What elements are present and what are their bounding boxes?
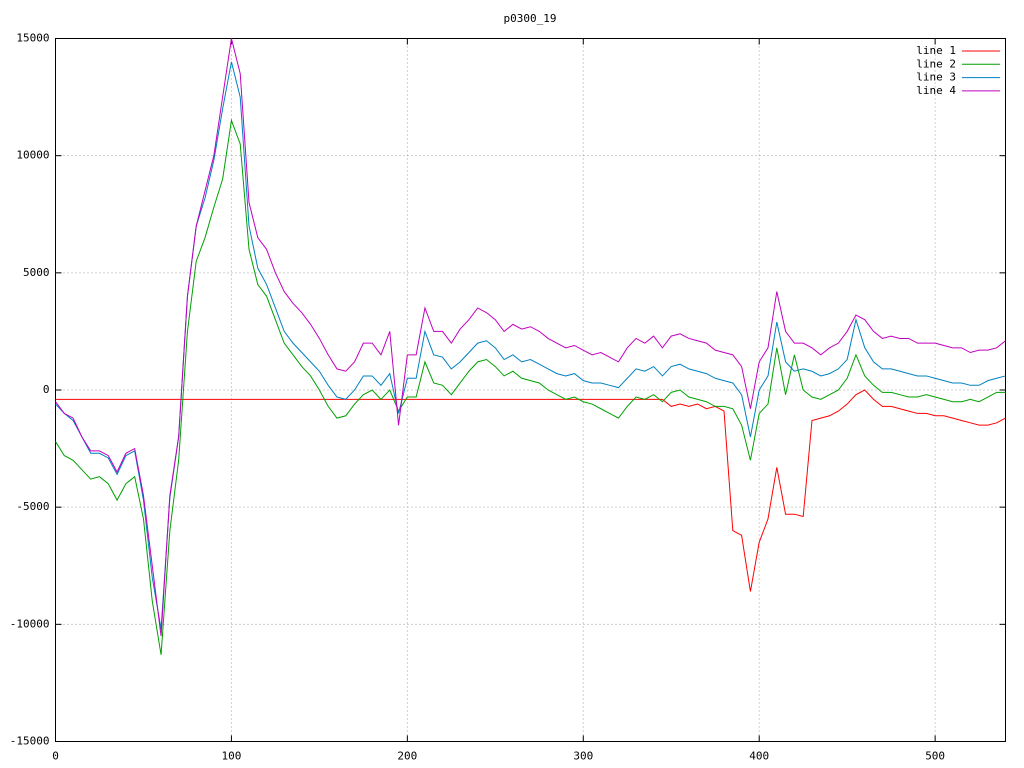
x-tick-label: 300 bbox=[573, 750, 593, 763]
plot-frame bbox=[55, 38, 1006, 742]
data-line bbox=[55, 38, 1006, 637]
data-line bbox=[55, 389, 1006, 592]
data-line bbox=[55, 118, 1006, 655]
x-tick-label: 400 bbox=[749, 750, 769, 763]
legend-label: line 4 bbox=[916, 84, 956, 97]
y-tick-label: -5000 bbox=[16, 500, 49, 513]
chart-title: p0300_19 bbox=[504, 12, 557, 25]
legend-label: line 1 bbox=[916, 44, 956, 57]
y-tick-label: -15000 bbox=[10, 735, 50, 748]
x-tick-label: 100 bbox=[221, 750, 241, 763]
x-tick-label: 500 bbox=[925, 750, 945, 763]
legend-label: line 3 bbox=[916, 71, 956, 84]
x-tick-label: 200 bbox=[397, 750, 417, 763]
y-tick-label: 5000 bbox=[23, 266, 50, 279]
data-line bbox=[55, 61, 1006, 630]
y-tick-label: 10000 bbox=[16, 149, 49, 162]
y-tick-label: 0 bbox=[43, 383, 50, 396]
x-tick-label: 0 bbox=[52, 750, 59, 763]
y-tick-label: 15000 bbox=[16, 32, 49, 45]
y-tick-label: -10000 bbox=[10, 617, 50, 630]
legend-label: line 2 bbox=[916, 57, 956, 70]
